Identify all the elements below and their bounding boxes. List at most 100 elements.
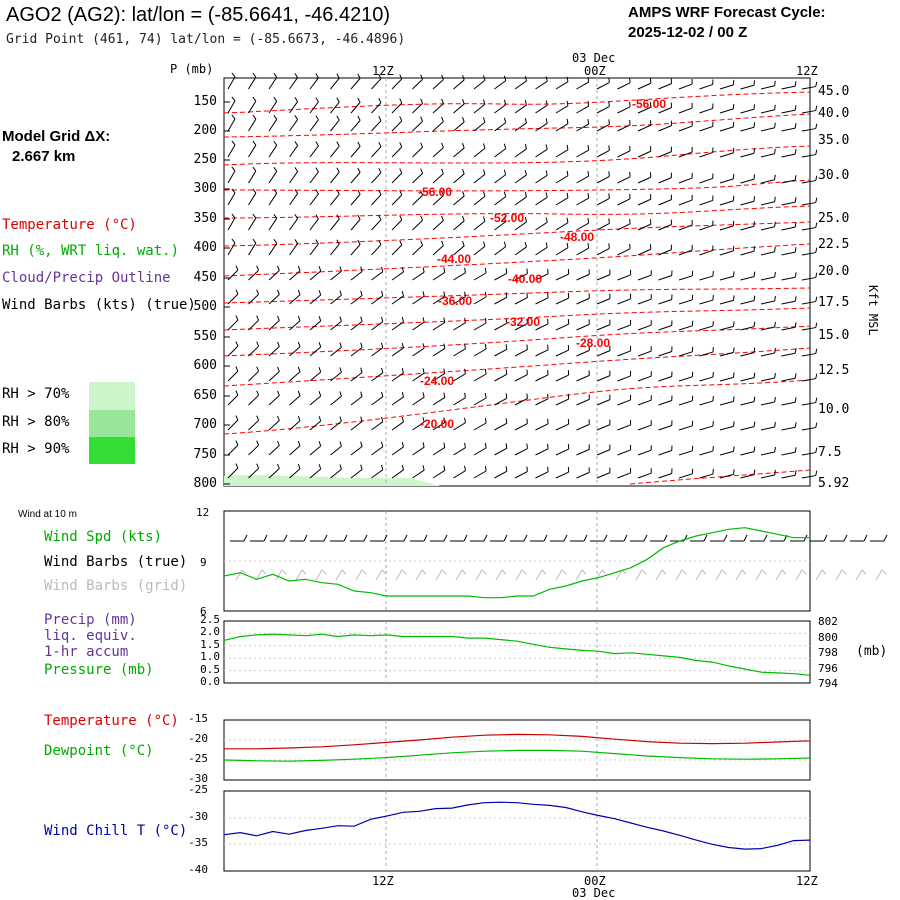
upper-wind-barb-feather [235, 341, 239, 347]
upper-wind-barb [289, 119, 299, 132]
wind-barb-grid [875, 569, 883, 581]
upper-wind-barb [391, 244, 403, 256]
model-grid-label: Model Grid ΔX: [2, 128, 111, 145]
upper-wind-barb [555, 398, 569, 406]
upper-wind-barb [412, 347, 425, 357]
upper-wind-barb-feather [587, 193, 590, 199]
upper-wind-barb-feather [815, 296, 818, 302]
upper-wind-barb-feather [753, 295, 756, 301]
upper-wind-barb [596, 124, 610, 132]
upper-wind-barb [617, 298, 631, 305]
temperature-contour-label: -56.00 [632, 97, 666, 111]
upper-wind-barb [309, 77, 319, 90]
upper-wind-barb [740, 250, 755, 256]
upper-wind-barb-feather [336, 141, 340, 147]
upper-wind-barb [637, 106, 651, 114]
upper-wind-barb-feather [420, 98, 424, 104]
upper-wind-barb-feather [753, 221, 756, 227]
wind-barb-true-feather [623, 534, 628, 542]
upper-wind-barb-feather [526, 318, 528, 324]
upper-wind-barb [227, 269, 239, 281]
upper-wind-barb-feather [336, 115, 340, 121]
upper-wind-barb [330, 243, 340, 256]
upper-wind-barb [555, 323, 569, 331]
upper-wind-barb-feather [482, 216, 486, 222]
wind-barb-true-feather [483, 534, 488, 542]
upper-wind-barb-feather [753, 321, 756, 327]
upper-wind-barb [699, 224, 713, 231]
upper-wind-barb [576, 349, 590, 357]
upper-wind-barb [555, 123, 569, 132]
upper-wind-barb [596, 424, 611, 431]
upper-wind-barb [699, 400, 714, 406]
legend-rh80-swatch [89, 410, 135, 437]
upper-wind-barb-feather [794, 322, 797, 328]
upper-wind-barb [514, 349, 528, 357]
temp-axis-tick: -30 [188, 772, 208, 785]
upper-wind-barb [350, 219, 361, 231]
upper-wind-barb [268, 171, 278, 184]
upper-wind-barb-feather [360, 391, 363, 397]
upper-wind-barb [268, 270, 280, 281]
upper-wind-barb [760, 426, 775, 431]
upper-wind-barb [801, 378, 816, 382]
upper-wind-barb [740, 200, 755, 206]
upper-wind-barb-feather [277, 415, 280, 421]
pressure-right-tick: 798 [818, 646, 838, 659]
upper-wind-barb [350, 347, 363, 357]
upper-wind-barb-feather [339, 391, 342, 397]
upper-wind-barb-feather [566, 144, 569, 150]
upper-wind-barb-feather [315, 73, 319, 79]
upper-wind-barb [289, 371, 301, 382]
upper-wind-barb-feather [482, 117, 486, 123]
upper-wind-barb [740, 126, 755, 132]
upper-wind-barb [699, 151, 713, 158]
upper-wind-barb [678, 473, 693, 479]
bottom-tick-00z: 00Z [584, 874, 606, 888]
upper-wind-barb-feather [273, 188, 278, 194]
upper-wind-barb-feather [357, 141, 361, 147]
wind-barb-true-feather [543, 534, 548, 542]
upper-wind-barb-feather [774, 347, 776, 354]
upper-wind-barb [248, 467, 259, 479]
upper-wind-barb [596, 82, 610, 90]
upper-wind-barb [494, 122, 507, 132]
temperature-contour-label: -20.00 [420, 417, 454, 431]
upper-wind-barb-feather [753, 148, 756, 154]
wind-panel-title: Wind at 10 m [18, 509, 77, 520]
upper-wind-barb [719, 376, 734, 382]
upper-wind-barb [391, 295, 404, 305]
upper-wind-barb [535, 174, 548, 184]
upper-wind-barb-feather [733, 347, 735, 353]
upper-wind-barb [432, 79, 444, 90]
wind-barb-grid-feather [701, 569, 707, 575]
upper-wind-barb-feather [401, 290, 404, 297]
upper-panel-frame [223, 77, 811, 487]
wind-barb-grid [735, 569, 743, 581]
upper-wind-barb [268, 320, 280, 331]
upper-wind-barb-feather [545, 192, 548, 198]
upper-wind-barb [289, 243, 299, 256]
upper-wind-barb [637, 324, 652, 331]
upper-wind-barb-feather [339, 441, 342, 447]
upper-wind-barb-feather [339, 316, 342, 322]
upper-wind-barb-feather [733, 421, 735, 427]
upper-wind-barb-feather [277, 440, 280, 446]
upper-wind-barb [330, 468, 342, 479]
upper-wind-barb [432, 103, 444, 114]
upper-wind-barb [658, 325, 672, 331]
upper-wind-barb [576, 247, 589, 256]
upper-wind-barb [678, 376, 693, 382]
upper-wind-barb [309, 243, 319, 256]
upper-wind-barb [658, 177, 672, 184]
upper-wind-barb [309, 145, 319, 158]
upper-wind-barb-feather [794, 247, 797, 253]
upper-wind-barb-feather [503, 216, 507, 222]
pressure-tick: 750 [193, 447, 217, 462]
upper-wind-barb-feather [235, 463, 239, 469]
upper-wind-barb-feather [294, 239, 299, 244]
upper-wind-barb-feather [277, 289, 280, 295]
upper-wind-barb-feather [753, 104, 756, 110]
upper-wind-barb [432, 220, 444, 231]
upper-wind-barb [350, 102, 361, 114]
